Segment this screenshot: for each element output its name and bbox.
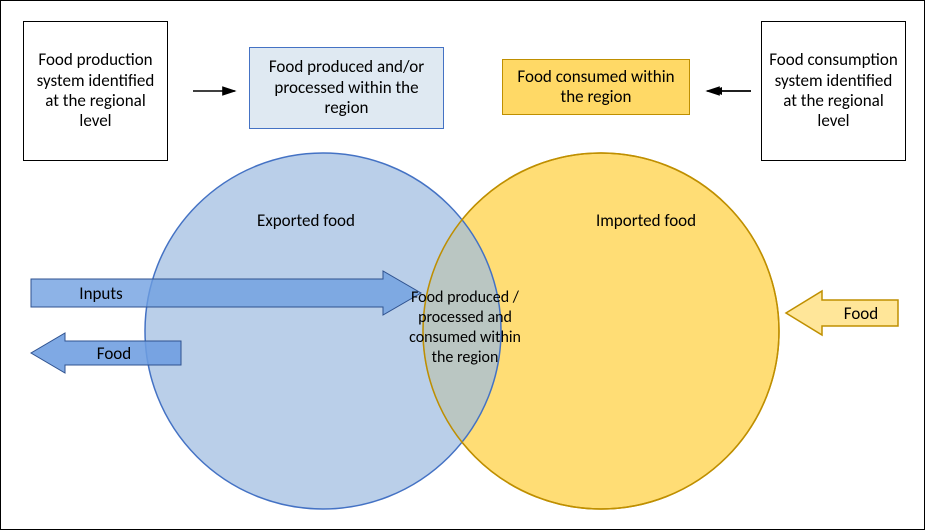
diagram-canvas: Inputs Food Food Exported food Imported … bbox=[0, 0, 925, 530]
thin-arrow-right bbox=[1, 1, 926, 531]
